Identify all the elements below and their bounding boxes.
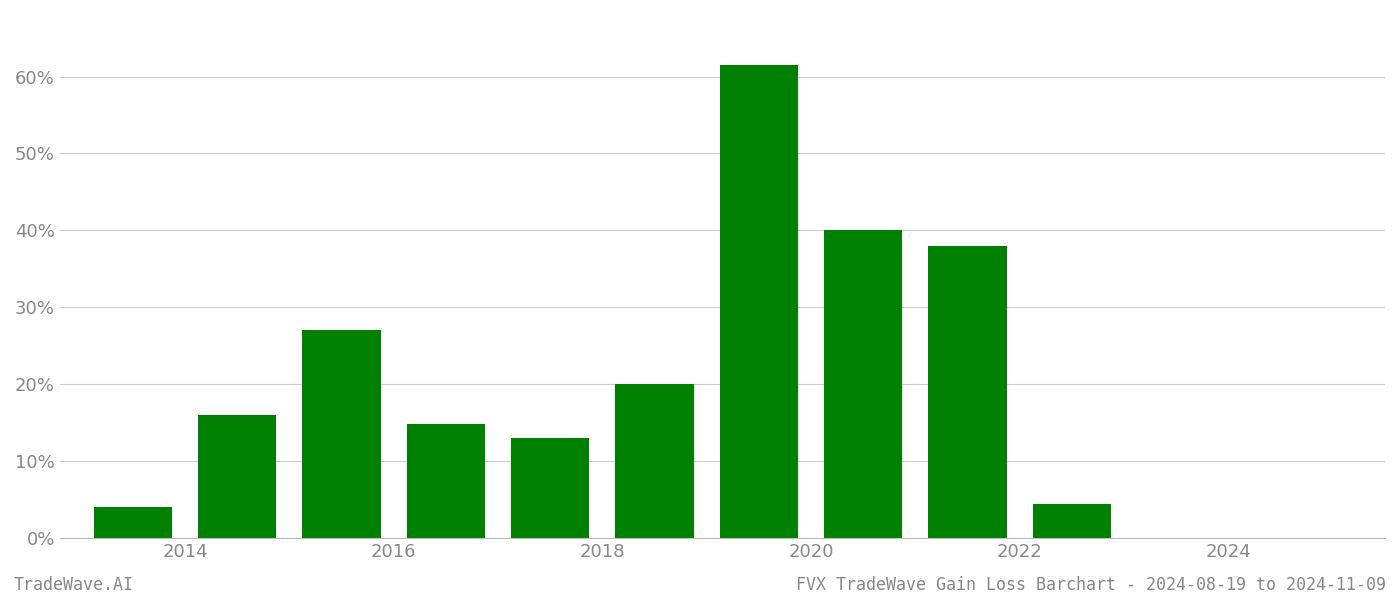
Bar xyxy=(720,65,798,538)
Text: TradeWave.AI: TradeWave.AI xyxy=(14,576,134,594)
Bar xyxy=(1033,503,1112,538)
Bar xyxy=(928,246,1007,538)
Bar xyxy=(511,438,589,538)
Bar xyxy=(407,424,484,538)
Text: FVX TradeWave Gain Loss Barchart - 2024-08-19 to 2024-11-09: FVX TradeWave Gain Loss Barchart - 2024-… xyxy=(797,576,1386,594)
Bar xyxy=(302,331,381,538)
Bar xyxy=(616,384,693,538)
Bar xyxy=(825,230,903,538)
Bar xyxy=(197,415,276,538)
Bar xyxy=(94,508,172,538)
